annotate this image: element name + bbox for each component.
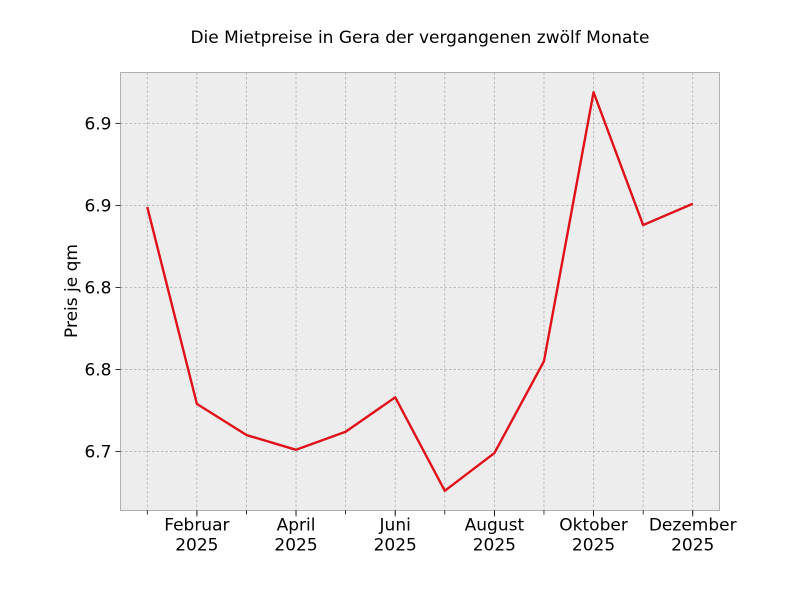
y-axis-label: Preis je qm (62, 244, 82, 338)
x-axis: Februar2025April2025Juni2025August2025Ok… (147, 511, 736, 556)
x-tick-label: 2025 (671, 536, 714, 556)
y-tick-label: 6.8 (84, 278, 111, 298)
x-tick-label: 2025 (274, 536, 317, 556)
x-tick-label: 2025 (175, 536, 218, 556)
y-axis: 6.7 6.8 6.8 6.9 6.9 (84, 114, 120, 462)
chart-title: Die Mietpreise in Gera der vergangenen z… (190, 28, 649, 48)
x-tick-label: 2025 (374, 536, 417, 556)
x-tick-label: Juni (379, 516, 411, 536)
y-tick-label: 6.9 (84, 114, 111, 134)
x-tick-label: 2025 (473, 536, 516, 556)
x-tick-label: April (277, 516, 316, 536)
x-tick-label: Februar (164, 516, 229, 536)
x-tick-label: August (465, 516, 525, 536)
y-tick-label: 6.8 (84, 360, 111, 380)
y-tick-label: 6.7 (84, 442, 111, 462)
x-tick-label: 2025 (572, 536, 615, 556)
x-tick-label: Oktober (559, 516, 628, 536)
x-tick-label: Dezember (649, 516, 737, 536)
y-tick-label: 6.9 (84, 196, 111, 216)
